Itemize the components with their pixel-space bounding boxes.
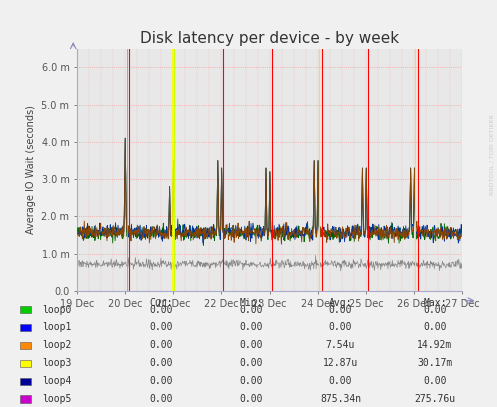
Text: loop4: loop4 [42, 376, 72, 386]
Text: loop5: loop5 [42, 394, 72, 404]
Text: Min:: Min: [239, 298, 263, 308]
Text: 0.00: 0.00 [329, 322, 352, 333]
Text: 0.00: 0.00 [150, 322, 173, 333]
Text: 0.00: 0.00 [329, 376, 352, 386]
Text: Max:: Max: [423, 298, 447, 308]
Text: 0.00: 0.00 [423, 322, 447, 333]
Text: 0.00: 0.00 [329, 304, 352, 315]
Text: 0.00: 0.00 [239, 322, 263, 333]
Text: 0.00: 0.00 [150, 340, 173, 350]
Text: 0.00: 0.00 [423, 376, 447, 386]
Text: 0.00: 0.00 [150, 394, 173, 404]
Text: RRDTOOL / TOBI OETIKER: RRDTOOL / TOBI OETIKER [490, 114, 495, 195]
Text: 0.00: 0.00 [423, 304, 447, 315]
Text: 0.00: 0.00 [150, 304, 173, 315]
Text: 275.76u: 275.76u [414, 394, 455, 404]
Text: 7.54u: 7.54u [326, 340, 355, 350]
Text: 0.00: 0.00 [239, 394, 263, 404]
Text: 0.00: 0.00 [239, 340, 263, 350]
Text: loop1: loop1 [42, 322, 72, 333]
Text: 875.34n: 875.34n [320, 394, 361, 404]
Text: 0.00: 0.00 [239, 376, 263, 386]
Text: 0.00: 0.00 [239, 304, 263, 315]
Text: 12.87u: 12.87u [323, 358, 358, 368]
Text: loop0: loop0 [42, 304, 72, 315]
Text: Cur:: Cur: [150, 298, 173, 308]
Text: loop3: loop3 [42, 358, 72, 368]
Text: 0.00: 0.00 [239, 358, 263, 368]
Title: Disk latency per device - by week: Disk latency per device - by week [140, 31, 399, 46]
Text: 14.92m: 14.92m [417, 340, 452, 350]
Text: 0.00: 0.00 [150, 358, 173, 368]
Text: loop2: loop2 [42, 340, 72, 350]
Text: Avg:: Avg: [329, 298, 352, 308]
Text: 0.00: 0.00 [150, 376, 173, 386]
Text: 30.17m: 30.17m [417, 358, 452, 368]
Y-axis label: Average IO Wait (seconds): Average IO Wait (seconds) [26, 105, 36, 234]
